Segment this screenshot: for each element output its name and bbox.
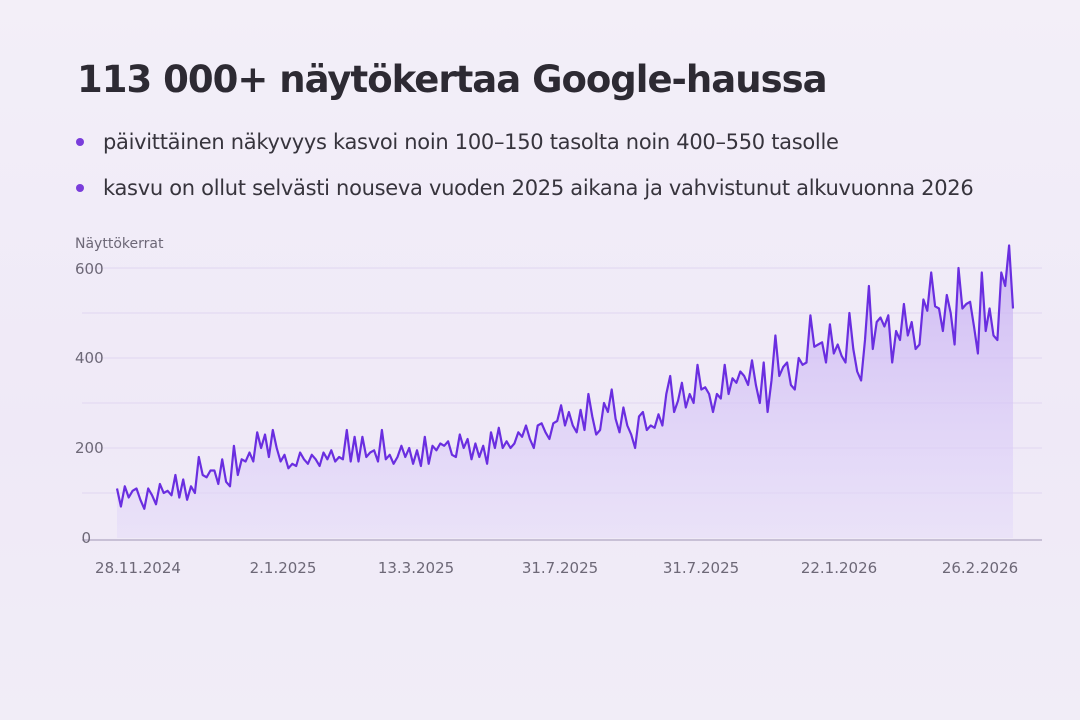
x-tick-label: 31.7.2025 — [663, 559, 739, 577]
y-axis-label: Näyttökerrat — [75, 236, 164, 252]
y-tick-label: 200 — [75, 439, 104, 457]
bullet-text: päivittäinen näkyvyys kasvoi noin 100–15… — [103, 130, 839, 154]
y-tick-label: 600 — [75, 260, 104, 278]
y-tick-label: 400 — [75, 349, 104, 367]
x-tick-label: 22.1.2026 — [801, 559, 877, 577]
x-tick-label: 28.11.2024 — [95, 559, 181, 577]
x-tick-label: 2.1.2025 — [250, 559, 317, 577]
bullet-item: päivittäinen näkyvyys kasvoi noin 100–15… — [76, 124, 973, 160]
x-tick-label: 13.3.2025 — [378, 559, 454, 577]
area-fill — [117, 245, 1013, 538]
bullet-list: päivittäinen näkyvyys kasvoi noin 100–15… — [76, 124, 974, 216]
bullet-dot-icon — [76, 184, 84, 192]
bullet-item: kasvu on ollut selvästi nouseva vuoden 2… — [76, 170, 974, 206]
page-title: 113 000+ näytökertaa Google-haussa — [77, 58, 828, 101]
bullet-dot-icon — [76, 138, 84, 146]
bullet-text: kasvu on ollut selvästi nouseva vuoden 2… — [103, 176, 974, 200]
y-tick-label: 0 — [81, 529, 91, 547]
x-tick-label: 26.2.2026 — [942, 559, 1018, 577]
series-line — [115, 244, 1015, 510]
x-tick-label: 31.7.2025 — [522, 559, 598, 577]
